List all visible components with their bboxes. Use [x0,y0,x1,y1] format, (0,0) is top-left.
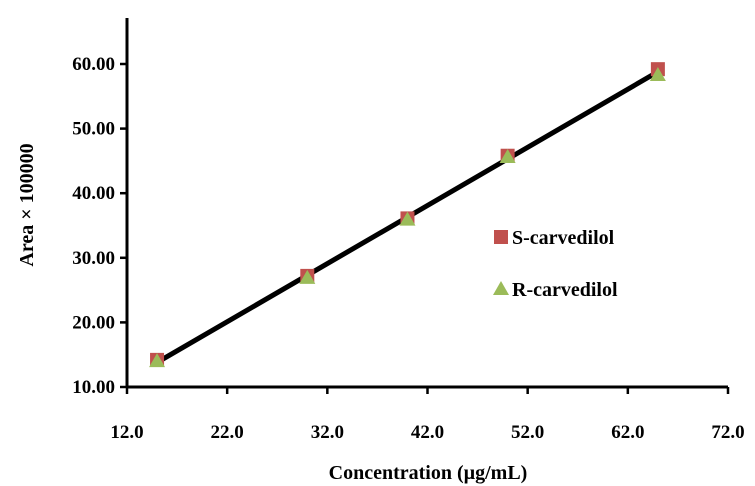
y-tick-label: 60.00 [72,54,115,75]
x-tick-label: 42.0 [411,422,444,443]
y-tick-label: 40.00 [72,183,115,204]
point-r-carvedilol [649,66,666,81]
y-tick-label: 20.00 [72,312,115,333]
point-r-carvedilol [499,149,516,164]
x-tick-label: 22.0 [211,422,244,443]
axes: 10.00 20.00 30.00 40.00 50.00 60.00 12.0 22.0 32… [16,18,745,484]
point-r-carvedilol [149,353,166,368]
legend-triangle-icon [493,281,509,295]
x-tick-label: 62.0 [611,422,644,443]
data-points [149,62,666,368]
x-tick-label: 12.0 [110,422,143,443]
y-tick-label: 10.00 [72,377,115,398]
y-tick-label: 50.00 [72,119,115,140]
x-tick-label: 72.0 [711,422,744,443]
legend: S-carvedilol R-carvedilol [493,227,618,301]
legend-label: S-carvedilol [512,227,615,249]
x-axis-title: Concentration (µg/mL) [329,462,528,484]
legend-square-icon [494,230,508,244]
x-tick-label: 52.0 [511,422,544,443]
x-tick-label: 32.0 [311,422,344,443]
y-axis-title: Area × 100000 [16,143,38,266]
y-tick-label: 30.00 [72,248,115,269]
point-r-carvedilol [399,211,416,226]
legend-label: R-carvedilol [512,279,618,301]
point-r-carvedilol [299,269,316,284]
